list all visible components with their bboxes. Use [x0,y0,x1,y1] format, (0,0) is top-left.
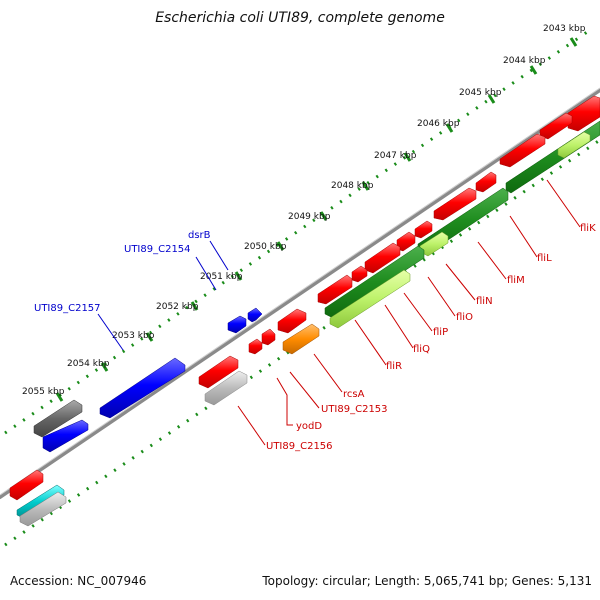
gene-label-utI89-c2157: UTI89_C2157 [34,303,101,314]
gene-label-rcsa: rcsA [343,389,365,400]
red-label-leaders [237,179,581,446]
gene-flin-arrow [475,171,497,193]
gene-label-flim: fliM [507,275,525,286]
gene-utI89-c2153-arrow [261,328,276,346]
outer-ruler-track [4,28,591,435]
gene-light-grey-left-block [19,491,67,527]
map-title: Escherichia coli UTI89, complete genome [155,10,445,26]
ruler-ticks [55,37,578,402]
accession-label: Accession: NC_007946 [10,574,147,588]
blue-label-leaders [97,240,229,351]
ruler-tick [529,65,538,75]
gene-label-yodd: yodD [296,421,322,432]
ruler-tick [276,241,285,251]
cds-track [324,120,600,329]
leader-flil [509,215,538,258]
gene-label-utI89-c2156: UTI89_C2156 [266,441,333,452]
ruler-tick [55,392,64,402]
leader-utI89-c2154 [195,256,217,291]
ruler-tick [569,37,578,47]
ruler-tick [100,362,109,372]
cds-light-green-1 [557,131,591,159]
ruler-label: 2048 kbp [331,181,374,191]
gene-yodd-arrow [248,338,263,355]
ruler-labels: 2043 kbp 2044 kbp 2045 kbp 2046 kbp 2047… [22,24,586,397]
leader-flip [403,292,433,332]
gene-label-utI89-c2153: UTI89_C2153 [321,404,388,415]
cds-light-green-3 [329,269,411,329]
leader-yodd [276,377,293,426]
gene-red-small-1 [351,265,368,283]
gene-label-flik: fliK [580,223,596,234]
leader-utI89-c2156 [237,405,266,446]
leader-flin [445,263,476,301]
ruler-label: 2043 kbp [543,24,586,34]
reverse-strand-genes [42,307,263,453]
leader-flio [427,276,456,317]
blue-gene-labels: dsrB UTI89_C2154 UTI89_C2157 [34,230,211,314]
gene-flip-arrow [414,220,433,239]
gene-orange-block [282,323,320,355]
gene-light-grey-block [204,370,248,406]
ruler-label: 2051 kbp [200,272,243,282]
gene-flik-arrow [567,95,600,132]
ruler-label: 2047 kbp [374,151,417,161]
ruler-label: 2055 kbp [22,387,65,397]
leader-utI89-c2153 [289,371,320,409]
gene-label-flin: fliN [476,296,493,307]
ruler-tick [445,123,454,133]
gene-blue-left-arrow [42,419,89,453]
gene-label-flir: fliR [386,361,402,372]
gene-utI89-c2156-arrow [198,355,239,389]
ruler-label: 2049 kbp [288,212,331,222]
ruler-tick [403,152,412,162]
genome-backbone-highlight [0,87,600,496]
gene-red-small-2 [317,274,353,305]
ruler-label: 2053 kbp [112,331,155,341]
ruler-tick [361,181,370,191]
ruler-tick [319,211,328,221]
leader-rcsa [313,353,343,393]
leader-dsrb [209,240,229,271]
leader-flir [354,319,387,366]
ruler-tick [487,94,496,104]
ruler-label: 2046 kbp [417,119,460,129]
leader-flim [477,241,507,280]
gene-flim-arrow [499,133,546,168]
cds-dark-green-3 [324,245,425,319]
gene-utI89-c2157-arrow [99,357,186,419]
gene-dsrb-arrow [247,307,263,323]
ruler-label: 2050 kbp [244,242,287,252]
gene-utI89-c2154-arrow [227,315,247,334]
ruler-tick [145,332,154,342]
ruler-tick [234,271,243,281]
gene-label-flil: fliL [537,253,552,264]
ruler-label: 2045 kbp [459,88,502,98]
gene-label-utI89-c2154: UTI89_C2154 [124,244,191,255]
leader-flik [546,179,581,228]
leader-utI89-c2157 [97,313,124,351]
gene-flio-arrow [433,187,477,221]
gene-label-fliq: fliQ [413,344,430,355]
gene-label-dsrb: dsrB [188,230,211,241]
gene-label-flio: fliO [456,312,473,323]
gene-red-left-arrow [9,469,44,501]
ruler-label: 2044 kbp [503,56,546,66]
ruler-label: 2052 kbp [156,302,199,312]
other-genes [16,323,320,527]
forward-strand-genes [9,95,600,501]
genome-summary: Topology: circular; Length: 5,065,741 bp… [262,574,592,588]
gene-rcsa-arrow [277,308,307,334]
gene-label-flip: fliP [433,327,448,338]
genome-backbone [0,88,600,499]
ruler-tick [190,301,199,311]
gene-grey-block [33,399,83,438]
leader-fliq [384,304,414,349]
ruler-label: 2054 kbp [67,359,110,369]
red-gene-labels: fliK fliL fliM fliN fliO fliP fliQ fliR … [266,223,596,452]
